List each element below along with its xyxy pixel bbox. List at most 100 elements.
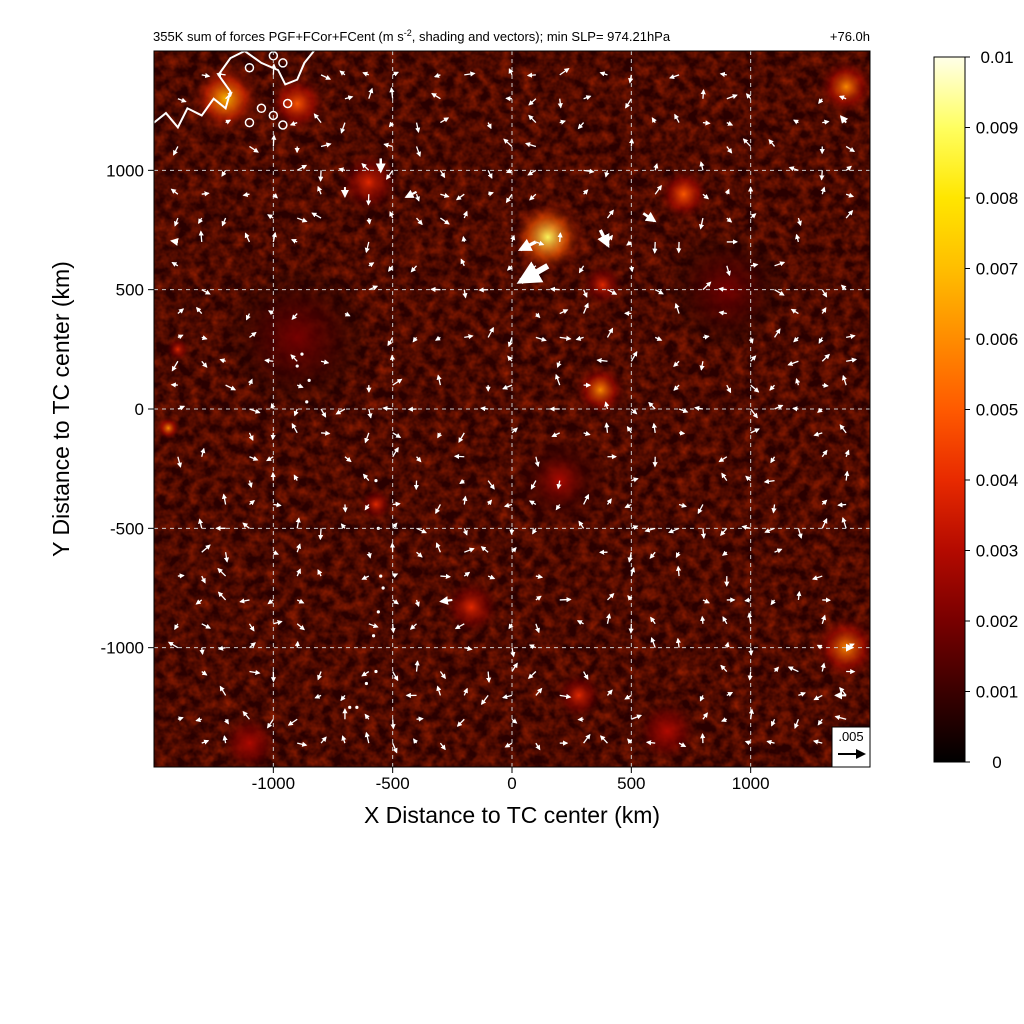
field-vector — [361, 162, 370, 171]
coastline-island — [244, 117, 255, 128]
field-vector — [702, 120, 711, 126]
field-vector — [320, 736, 327, 744]
field-vector — [630, 408, 638, 415]
y-axis-ticks: -1000 -500 0 500 1000 — [101, 161, 154, 658]
field-vector — [820, 186, 826, 195]
field-vector — [295, 517, 301, 529]
field-vector — [317, 185, 323, 195]
field-vector — [201, 72, 211, 79]
field-vector — [341, 735, 347, 744]
colorbar-tick-label: 0 — [992, 753, 1001, 772]
field-vector — [321, 430, 331, 436]
field-vector — [582, 189, 589, 195]
field-vector — [433, 72, 441, 78]
field-vector — [626, 426, 632, 434]
field-vector — [821, 614, 827, 624]
field-vector — [270, 432, 276, 441]
field-vector — [335, 408, 346, 415]
field-vector — [648, 401, 656, 410]
field-vector — [794, 719, 800, 729]
field-vector — [415, 193, 420, 202]
field-vector — [368, 262, 375, 268]
field-vector — [741, 524, 751, 530]
field-vector — [340, 122, 346, 134]
field-vector — [628, 138, 635, 147]
field-vector — [818, 98, 824, 105]
field-vector — [505, 193, 513, 204]
field-vector — [834, 715, 847, 721]
field-vector — [264, 358, 274, 364]
field-vector — [673, 384, 680, 391]
field-vector — [606, 327, 614, 338]
field-vector — [763, 478, 775, 484]
field-vector — [249, 331, 257, 338]
field-vector — [201, 191, 210, 197]
chart-title-rest: , shading and vectors); min SLP= 974.21h… — [412, 29, 671, 44]
field-vector — [311, 212, 322, 219]
field-vector — [416, 551, 423, 558]
field-vector — [797, 528, 803, 539]
coastline-dot — [364, 681, 369, 686]
field-vector — [578, 520, 585, 529]
field-vector — [626, 240, 632, 246]
hotspot — [512, 432, 608, 529]
field-vector — [416, 527, 427, 534]
field-vector — [273, 550, 279, 555]
field-vector — [583, 95, 592, 101]
field-vector — [822, 382, 829, 388]
field-vector — [559, 693, 572, 700]
field-vector — [222, 735, 228, 744]
field-vector — [459, 478, 465, 485]
field-vector — [392, 71, 399, 77]
field-vector — [744, 597, 751, 603]
y-tick-label: 1000 — [106, 161, 144, 180]
field-vector — [532, 527, 538, 535]
field-vector — [167, 641, 179, 649]
field-vector — [511, 662, 518, 672]
field-vector — [604, 401, 610, 410]
colorbar-tick-label: 0.009 — [976, 119, 1019, 138]
hotspot — [225, 265, 369, 409]
force-vector — [170, 237, 179, 246]
field-vector — [392, 742, 398, 754]
field-vector — [627, 552, 633, 563]
field-vector — [604, 422, 610, 433]
field-vector — [416, 456, 422, 463]
field-vector — [790, 308, 799, 315]
field-vector — [725, 265, 731, 277]
field-vector — [654, 336, 663, 341]
colorbar-tick-label: 0.001 — [976, 683, 1019, 702]
field-vector — [440, 573, 452, 580]
field-vector — [821, 499, 828, 506]
field-vector — [436, 685, 442, 696]
field-vector — [675, 565, 682, 577]
field-vector — [535, 240, 545, 246]
field-vector — [223, 718, 229, 725]
field-vector — [721, 472, 728, 481]
field-vector — [702, 334, 710, 340]
field-vector — [718, 286, 727, 292]
chart-title-superscript: -2 — [404, 28, 412, 38]
plot-area — [154, 51, 870, 767]
field-vector — [289, 121, 298, 126]
field-vector — [583, 430, 591, 436]
field-vector — [392, 573, 399, 579]
hotspot — [512, 201, 584, 273]
field-vector — [674, 113, 680, 123]
field-vector — [392, 432, 402, 439]
field-vector — [535, 742, 541, 751]
field-vector — [726, 146, 733, 154]
field-vector — [821, 353, 831, 362]
field-vector — [720, 664, 728, 672]
field-vector — [249, 455, 259, 461]
field-vector — [487, 480, 495, 490]
x-axis-ticks: -1000 -500 0 500 1000 — [252, 767, 770, 793]
field-vector — [582, 289, 588, 298]
field-vector — [463, 687, 468, 696]
field-vector — [414, 599, 420, 608]
field-vector — [525, 142, 537, 148]
colorbar-bar — [933, 56, 966, 763]
field-vector — [534, 456, 540, 468]
field-vector — [367, 408, 373, 419]
